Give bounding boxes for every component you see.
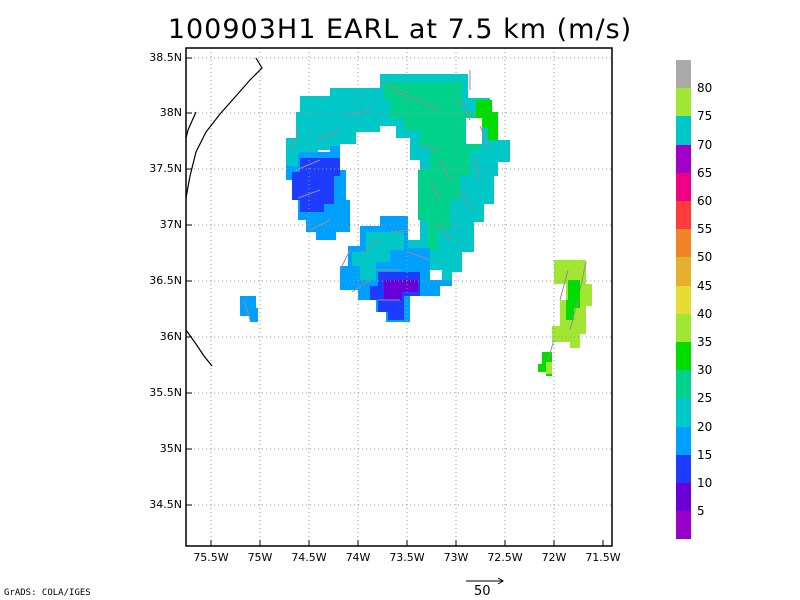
y-tick-label: 38.5N	[149, 51, 182, 64]
colorbar-segment	[676, 88, 691, 117]
map-frame	[185, 47, 613, 547]
colorbar-segment	[676, 144, 691, 173]
colorbar-segment	[676, 201, 691, 230]
wind-speed-fields	[240, 74, 592, 376]
x-tick-label: 75W	[247, 551, 273, 564]
y-tick-label: 36N	[159, 330, 182, 343]
colorbar-label: 5	[697, 504, 705, 519]
y-tick-label: 37.5N	[149, 162, 182, 175]
colorbar-label: 60	[697, 194, 713, 208]
colorbar-label: 15	[697, 447, 713, 462]
x-tick-label: 72.5W	[487, 551, 523, 564]
x-tick-label: 74W	[345, 551, 371, 564]
y-tick-label: 34.5N	[149, 498, 182, 511]
y-tick-label: 37N	[159, 218, 182, 231]
y-tick-label: 35.5N	[149, 386, 182, 399]
colorbar-segment	[676, 172, 691, 201]
wind-field-east-green	[566, 280, 580, 320]
x-tick-label: 73W	[443, 551, 469, 564]
colorbar-label: 35	[697, 335, 713, 349]
colorbar-label: 25	[697, 391, 713, 406]
colorbar-label: 80	[697, 81, 713, 96]
wind-field-south-purple	[384, 280, 418, 300]
credit-text: GrADS: COLA/IGES	[4, 588, 91, 598]
x-tick-label: 71.5W	[585, 551, 621, 564]
colorbar-label: 75	[697, 109, 713, 124]
colorbar-segment	[676, 60, 691, 89]
colorbar-label: 30	[697, 363, 713, 378]
wind-scale-label: 50	[474, 584, 491, 599]
grid-lines	[186, 48, 612, 546]
y-tick-label: 38N	[159, 106, 182, 119]
colorbar-label: 70	[697, 137, 713, 152]
colorbar-segment	[676, 342, 691, 371]
x-tick-label: 75.5W	[193, 551, 229, 564]
colorbar	[676, 60, 691, 540]
colorbar-segment	[676, 483, 691, 512]
colorbar-segment	[676, 116, 691, 145]
colorbar-segment	[676, 285, 691, 314]
wind-scale-arrow	[466, 577, 504, 585]
colorbar-segment	[676, 398, 691, 427]
colorbar-label: 40	[697, 306, 713, 321]
colorbar-segment	[676, 313, 691, 342]
wind-field-east-small-lime	[546, 362, 552, 374]
colorbar-segment	[676, 229, 691, 258]
wind-field-north-green	[476, 100, 498, 140]
colorbar-label: 10	[697, 476, 713, 490]
colorbar-label: 55	[697, 222, 713, 237]
colorbar-label: 45	[697, 278, 713, 293]
wind-vectors	[243, 70, 587, 361]
x-tick-label: 72W	[541, 551, 567, 564]
chart-title: 100903H1 EARL at 7.5 km (m/s)	[167, 14, 633, 45]
colorbar-segment	[676, 511, 691, 540]
colorbar-label: 50	[697, 250, 713, 265]
x-tick-label: 73.5W	[389, 551, 425, 564]
wind-field-gap	[466, 118, 482, 144]
colorbar-segment	[676, 370, 691, 399]
colorbar-segment	[676, 454, 691, 483]
colorbar-segment	[676, 257, 691, 286]
tick-marks	[186, 57, 604, 546]
colorbar-label: 20	[697, 419, 713, 434]
x-tick-label: 74.5W	[291, 551, 327, 564]
y-tick-label: 35N	[159, 442, 182, 455]
wind-field-west-core	[292, 158, 340, 212]
colorbar-label: 65	[697, 165, 713, 180]
wind-field-south-teal	[352, 232, 404, 280]
colorbar-segment	[676, 426, 691, 455]
y-tick-label: 36.5N	[149, 274, 182, 287]
